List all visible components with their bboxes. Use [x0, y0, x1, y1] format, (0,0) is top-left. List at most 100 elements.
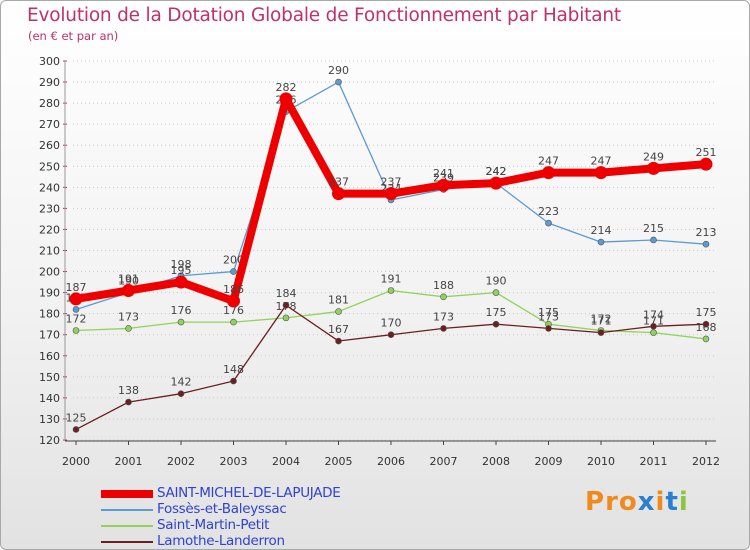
data-label: 142: [171, 376, 192, 389]
legend-swatch: [101, 541, 153, 543]
x-tick-label: 2006: [377, 455, 405, 468]
y-tick-label: 300: [39, 55, 60, 68]
data-label: 186: [223, 283, 244, 296]
data-point: [542, 166, 555, 180]
data-label: 290: [328, 64, 349, 77]
y-tick-label: 170: [39, 329, 60, 342]
data-point: [282, 301, 290, 309]
data-point: [230, 377, 237, 385]
data-point: [437, 178, 450, 192]
data-label: 282: [276, 81, 297, 94]
data-point: [702, 335, 710, 343]
data-label: 175: [486, 306, 507, 319]
legend-swatch: [101, 490, 153, 498]
data-label: 213: [696, 226, 717, 239]
data-point: [702, 320, 710, 328]
data-point: [387, 287, 395, 294]
data-label: 251: [696, 146, 717, 159]
data-point: [69, 292, 83, 306]
data-point: [227, 294, 240, 308]
series-saint-michel-de-lapujade: 187 191 195 186 282 237 237 241 242 247 247 249 251: [66, 81, 717, 308]
data-label: 187: [66, 281, 87, 294]
data-label: 167: [328, 323, 349, 336]
data-label: 176: [171, 304, 192, 317]
y-tick-label: 240: [39, 181, 60, 194]
x-tick-label: 2001: [115, 455, 143, 468]
data-label: 172: [591, 313, 612, 326]
logo-letter: x: [637, 487, 656, 517]
data-label: 171: [591, 315, 612, 328]
legend-swatch: [101, 525, 153, 527]
y-tick-label: 140: [39, 392, 60, 405]
data-point: [335, 337, 342, 345]
x-tick-label: 2005: [325, 455, 353, 468]
logo-letter: P: [585, 487, 606, 517]
data-point: [125, 398, 132, 406]
logo-letter: i: [678, 487, 689, 517]
data-point: [230, 268, 237, 275]
y-tick-label: 290: [39, 76, 60, 89]
data-label: 247: [538, 155, 559, 168]
data-label: 237: [328, 176, 349, 189]
y-tick-label: 280: [39, 97, 60, 110]
x-tick-label: 2010: [587, 455, 615, 468]
x-tick-label: 2012: [692, 455, 720, 468]
x-tick-label: 2004: [272, 455, 300, 468]
data-point: [335, 308, 342, 315]
data-point: [597, 329, 605, 336]
data-point: [282, 314, 290, 322]
data-label: 195: [171, 264, 192, 277]
data-point: [335, 78, 342, 86]
data-point: [492, 320, 500, 328]
x-tick-label: 2008: [482, 455, 510, 468]
data-label: 174: [643, 308, 664, 321]
data-label: 173: [538, 310, 559, 323]
data-label: 170: [381, 317, 402, 330]
data-point: [492, 289, 500, 296]
data-label: 184: [276, 287, 297, 300]
data-label: 175: [696, 306, 717, 319]
data-label: 242: [486, 165, 507, 178]
data-point: [545, 325, 552, 332]
data-point: [545, 219, 552, 227]
y-tick-label: 210: [39, 245, 60, 258]
data-label: 214: [591, 224, 612, 237]
data-point: [440, 325, 447, 332]
data-label: 172: [66, 313, 87, 326]
data-label: 191: [118, 273, 139, 286]
x-tick-label: 2011: [640, 455, 668, 468]
y-tick-label: 230: [39, 202, 60, 215]
chart-subtitle: (en € et par an): [28, 29, 119, 43]
y-tick-label: 130: [39, 413, 60, 426]
data-point: [594, 166, 608, 180]
legend-label: Lamothe-Landerron: [157, 533, 285, 549]
legend-swatch: [101, 509, 153, 511]
y-tick-label: 200: [39, 266, 60, 279]
data-point: [177, 318, 185, 326]
y-tick-label: 150: [39, 371, 60, 384]
data-point: [650, 322, 657, 330]
data-label: 175: [538, 306, 559, 319]
data-point: [72, 426, 80, 433]
data-label: 125: [66, 411, 87, 424]
data-label: 173: [118, 310, 139, 323]
data-point: [384, 187, 398, 201]
data-point: [72, 306, 80, 313]
data-point: [702, 240, 710, 248]
legend-label: Saint-Martin-Petit: [157, 517, 270, 533]
data-point: [699, 157, 713, 171]
data-label: 247: [591, 155, 612, 168]
data-point: [440, 293, 447, 301]
y-tick-label: 220: [39, 223, 60, 236]
logo-letter: t: [665, 487, 679, 517]
chart-title: Evolution de la Dotation Globale de Fonc…: [27, 5, 621, 26]
data-label: 241: [433, 167, 454, 180]
data-point: [489, 176, 503, 190]
data-label: 200: [223, 254, 244, 267]
data-point: [122, 284, 135, 298]
data-point: [177, 390, 185, 397]
data-label: 138: [118, 384, 139, 397]
logo-letter: r: [605, 487, 619, 517]
y-tick-label: 160: [39, 350, 60, 363]
